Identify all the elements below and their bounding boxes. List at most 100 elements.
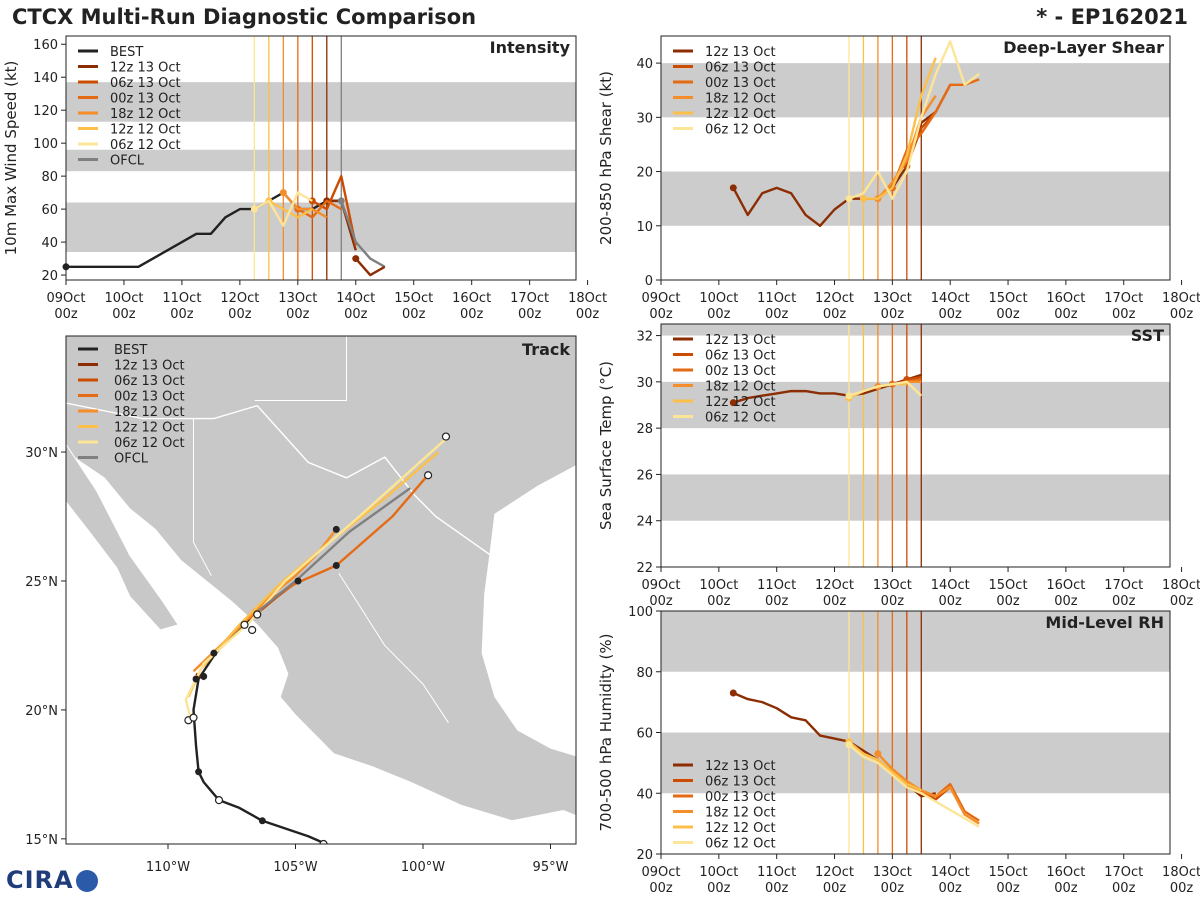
legend-label: 12z 12 Oct bbox=[110, 123, 181, 138]
legend-label: 12z 12 Oct bbox=[114, 421, 185, 436]
x-tick-label: 00z bbox=[1054, 594, 1078, 609]
legend-label: 06z 12 Oct bbox=[705, 123, 776, 138]
legend-label: 06z 13 Oct bbox=[705, 61, 776, 76]
x-tick-label: 00z bbox=[765, 594, 789, 609]
x-tick-label: 12Oct bbox=[220, 291, 259, 306]
series-start-point bbox=[845, 741, 853, 749]
x-tick-label: 10Oct bbox=[699, 578, 738, 593]
x-tick-label: 15Oct bbox=[989, 291, 1028, 306]
y-tick-label: 22 bbox=[636, 561, 653, 576]
x-tick-label: 95°W bbox=[533, 860, 569, 875]
legend-label: 12z 13 Oct bbox=[114, 359, 185, 374]
gulf-of-mexico bbox=[481, 465, 576, 757]
x-tick-label: 09Oct bbox=[641, 865, 680, 880]
panel-title: Mid-Level RH bbox=[1045, 613, 1164, 632]
x-tick-label: 09Oct bbox=[641, 291, 680, 306]
x-tick-label: 15Oct bbox=[394, 291, 433, 306]
series-line bbox=[311, 174, 357, 246]
panel-title: SST bbox=[1131, 326, 1164, 345]
series-line bbox=[848, 740, 922, 792]
series-start-point bbox=[279, 189, 287, 197]
x-tick-label: 00z bbox=[576, 307, 600, 322]
x-tick-label: 00z bbox=[1170, 594, 1194, 609]
threshold-band bbox=[661, 324, 1170, 336]
legend-label: 06z 12 Oct bbox=[114, 436, 185, 451]
y-tick-label: 26 bbox=[636, 468, 653, 483]
x-tick-label: 00z bbox=[1112, 881, 1136, 896]
x-tick-label: 00z bbox=[881, 594, 905, 609]
x-tick-label: 00z bbox=[1112, 594, 1136, 609]
series-line bbox=[268, 199, 313, 219]
x-tick-label: 00z bbox=[823, 881, 847, 896]
x-tick-label: 16Oct bbox=[1046, 865, 1085, 880]
x-tick-label: 00z bbox=[707, 594, 731, 609]
legend-label: OFCL bbox=[110, 154, 145, 169]
legend-label: 18z 12 Oct bbox=[705, 806, 776, 821]
x-tick-label: 12Oct bbox=[815, 865, 854, 880]
legend-label: 12z 13 Oct bbox=[110, 61, 181, 76]
x-tick-label: 00z bbox=[286, 307, 310, 322]
x-tick-label: 00z bbox=[170, 307, 194, 322]
x-tick-label: 110°W bbox=[146, 860, 190, 875]
plot-frame bbox=[65, 335, 577, 845]
panel-title: Track bbox=[522, 340, 570, 359]
threshold-band bbox=[661, 171, 1170, 226]
legend-label: 06z 12 Oct bbox=[110, 138, 181, 153]
legend-label: 18z 12 Oct bbox=[705, 380, 776, 395]
legend-label: 06z 13 Oct bbox=[114, 374, 185, 389]
track-point-open bbox=[441, 432, 451, 441]
x-tick-label: 10Oct bbox=[104, 291, 143, 306]
y-tick-label: 30 bbox=[636, 376, 653, 391]
state-border bbox=[254, 336, 347, 401]
y-axis-label: 10m Max Wind Speed (kt) bbox=[2, 61, 20, 256]
legend-label: 12z 13 Oct bbox=[705, 333, 776, 348]
y-tick-label: 32 bbox=[636, 330, 653, 345]
y-axis-label: 200-850 hPa Shear (kt) bbox=[597, 71, 615, 245]
panel-title: Intensity bbox=[490, 38, 571, 57]
x-tick-label: 00z bbox=[344, 307, 368, 322]
x-tick-label: 15Oct bbox=[989, 865, 1028, 880]
series-start-point bbox=[729, 689, 737, 697]
track-point-open bbox=[214, 796, 224, 805]
series-start-point bbox=[845, 392, 853, 400]
x-tick-label: 11Oct bbox=[162, 291, 201, 306]
y-tick-label: 100 bbox=[33, 137, 58, 152]
threshold-band bbox=[66, 149, 576, 172]
x-tick-label: 00z bbox=[996, 307, 1020, 322]
x-tick-label: 11Oct bbox=[757, 578, 796, 593]
track-point-open bbox=[319, 839, 328, 844]
x-tick-label: 10Oct bbox=[699, 291, 738, 306]
track-point-open bbox=[424, 471, 433, 480]
x-tick-label: 10Oct bbox=[699, 865, 738, 880]
series-line bbox=[863, 57, 937, 200]
cira-logo: CIRA bbox=[6, 866, 98, 894]
x-tick-label: 00z bbox=[112, 307, 136, 322]
plot-frame bbox=[660, 323, 1171, 568]
legend-label: 00z 13 Oct bbox=[705, 76, 776, 91]
legend-label: 12z 13 Oct bbox=[705, 45, 776, 60]
x-tick-label: 00z bbox=[939, 594, 963, 609]
track-point-filled bbox=[332, 525, 340, 533]
x-tick-label: 105°W bbox=[273, 860, 317, 875]
legend-label: 06z 13 Oct bbox=[705, 775, 776, 790]
y-tick-label: 15°N bbox=[25, 833, 58, 848]
x-tick-label: 17Oct bbox=[1104, 865, 1143, 880]
y-tick-label: 20 bbox=[41, 269, 58, 284]
x-tick-label: 00z bbox=[649, 307, 673, 322]
legend-label: 06z 12 Oct bbox=[705, 411, 776, 426]
x-tick-label: 00z bbox=[649, 881, 673, 896]
x-tick-label: 13Oct bbox=[873, 291, 912, 306]
series-line bbox=[253, 191, 313, 227]
legend-label: 06z 13 Oct bbox=[110, 76, 181, 91]
y-tick-label: 24 bbox=[636, 515, 653, 530]
x-tick-label: 00z bbox=[649, 594, 673, 609]
x-tick-label: 00z bbox=[402, 307, 426, 322]
threshold-band bbox=[661, 611, 1170, 672]
x-tick-label: 16Oct bbox=[452, 291, 491, 306]
x-tick-label: 100°W bbox=[401, 860, 445, 875]
y-tick-label: 40 bbox=[636, 57, 653, 72]
threshold-band bbox=[66, 82, 576, 122]
